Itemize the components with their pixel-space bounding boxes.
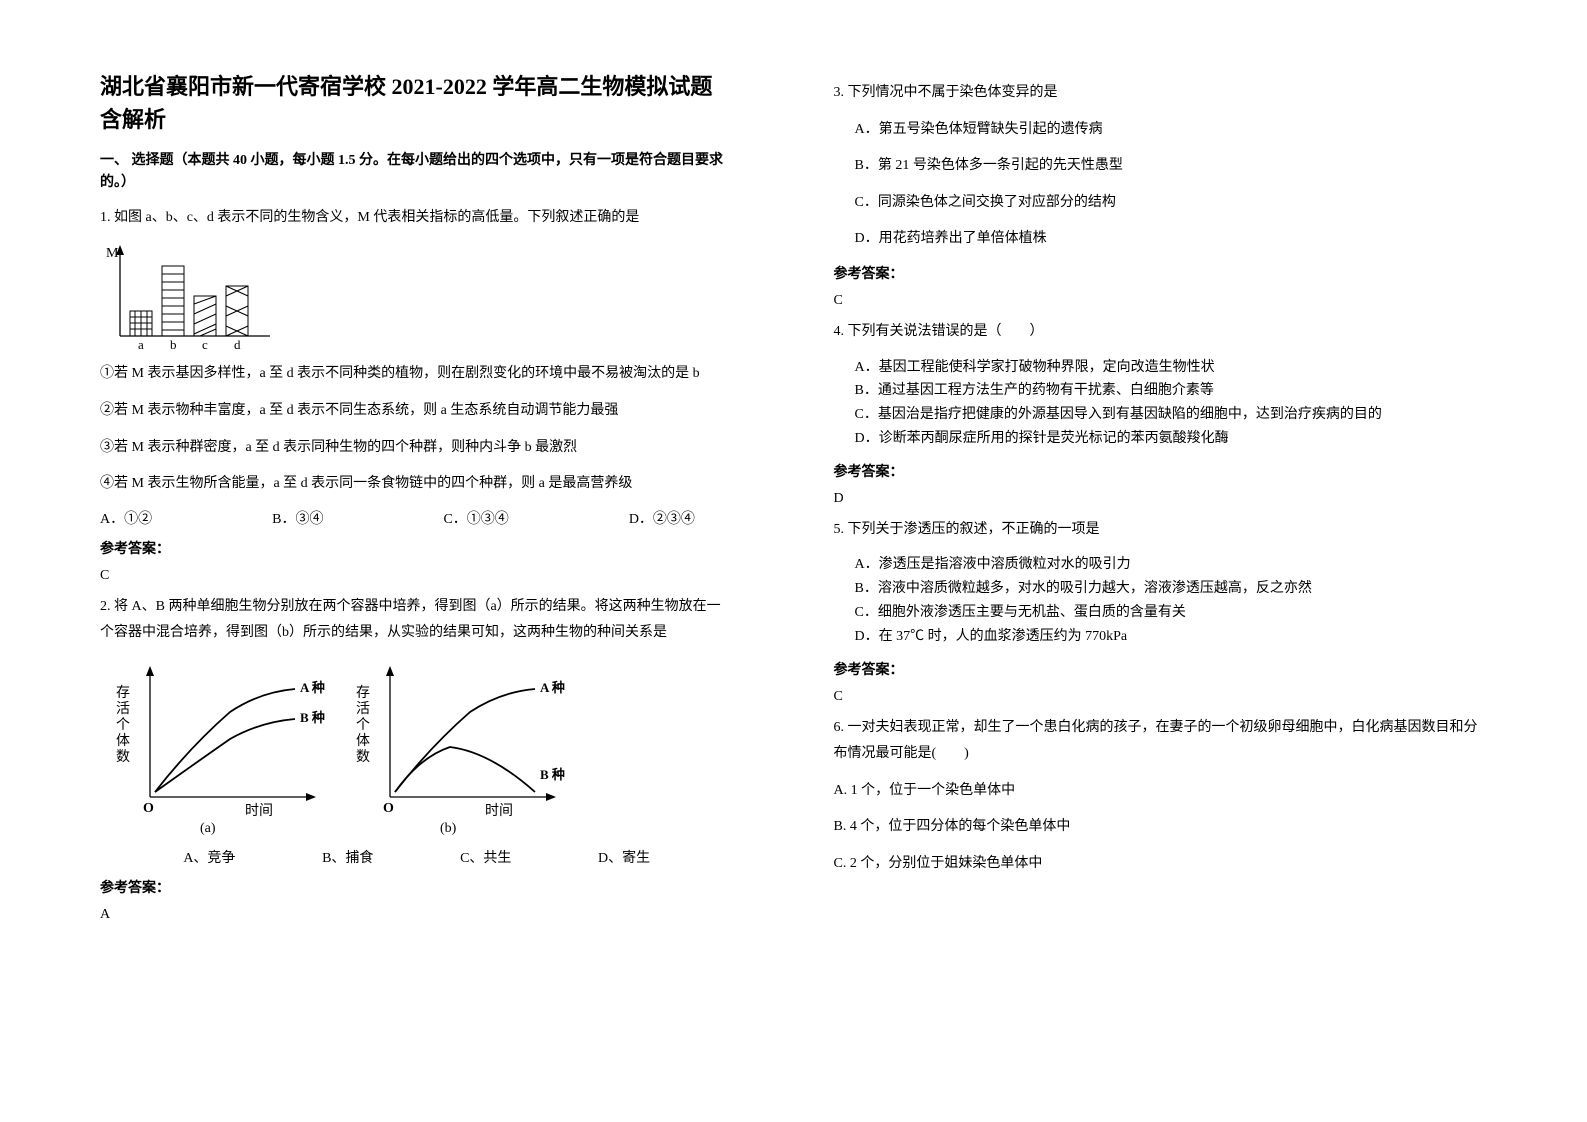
subplot-b: 存 活 个 体 数 O 时间 (b) A 种 B 种 [356,666,565,836]
q1-opt-a: A．①② [100,508,152,528]
left-column: 湖北省襄阳市新一代寄宿学校 2021-2022 学年高二生物模拟试题含解析 一、… [0,0,794,1122]
bar-a [130,311,152,336]
svg-text:存: 存 [356,685,370,701]
svg-text:数: 数 [356,749,370,765]
q2-opt-a: A、竞争 [183,847,235,867]
q4-opt-d: D．诊断苯丙酮尿症所用的探针是荧光标记的苯丙氨酸羧化酶 [834,427,1488,451]
q5-opt-d: D．在 37℃ 时，人的血浆渗透压约为 770kPa [834,625,1488,649]
q1-opt-c: C．①③④ [443,508,508,528]
q6-opt-c: C. 2 个，分别位于姐妹染色单体中 [834,851,1488,878]
q3-opt-a: A．第五号染色体短臂缺失引起的遗传病 [834,117,1488,144]
q2-opt-d: D、寄生 [598,847,650,867]
bar-c [194,296,216,336]
section-1-head: 一、 选择题（本题共 40 小题，每小题 1.5 分。在每小题给出的四个选项中，… [100,150,734,195]
right-column: 3. 下列情况中不属于染色体变异的是 A．第五号染色体短臂缺失引起的遗传病 B．… [794,0,1587,1122]
q6-opt-b: B. 4 个，位于四分体的每个染色单体中 [834,814,1488,841]
q4-opt-a: A．基因工程能使科学家打破物种界限，定向改造生物性状 [834,356,1488,380]
q3-ans: C [834,293,1488,309]
q4-opt-b: B．通过基因工程方法生产的药物有干扰素、白细胞介素等 [834,379,1488,403]
subplot-a: 存 活 个 体 数 O 时间 (a) A 种 B 种 [116,666,325,836]
q2-options: A、竞争 B、捕食 C、共生 D、寄生 [140,847,694,867]
q4-opt-c: C．基因治是指疗把健康的外源基因导入到有基因缺陷的细胞中，达到治疗疾病的目的 [834,403,1488,427]
svg-text:时间: 时间 [485,803,513,819]
q3-ans-label: 参考答案： [834,263,1488,283]
q1-opt-d: D．②③④ [629,508,695,528]
svg-text:个: 个 [356,717,370,733]
q3-opt-d: D．用花药培养出了单倍体植株 [834,226,1488,253]
q5-opt-c: C．细胞外液渗透压主要与无机盐、蛋白质的含量有关 [834,601,1488,625]
bar-d [226,286,248,336]
q2-opt-b: B、捕食 [322,847,373,867]
q1-chart: M a b [100,241,734,351]
svg-text:活: 活 [356,701,370,717]
axis-y-a: 存 [116,685,130,701]
svg-text:c: c [202,337,208,351]
q1-s1: ①若 M 表示基因多样性，a 至 d 表示不同种类的植物，则在剧烈变化的环境中最… [100,361,734,388]
svg-text:O: O [143,801,154,816]
svg-text:活: 活 [116,701,130,717]
q1-s3: ③若 M 表示种群密度，a 至 d 表示同种生物的四个种群，则种内斗争 b 最激… [100,435,734,462]
q5-ans: C [834,689,1488,705]
q2-ans-label: 参考答案： [100,877,734,897]
q1-ans: C [100,568,734,584]
q5-opt-a: A．渗透压是指溶液中溶质微粒对水的吸引力 [834,553,1488,577]
svg-text:个: 个 [116,717,130,733]
svg-text:(a): (a) [200,821,216,836]
svg-text:数: 数 [116,749,130,765]
q4-ans-label: 参考答案： [834,461,1488,481]
svg-text:A 种: A 种 [300,680,325,695]
svg-text:d: d [234,337,241,351]
q5-opt-b: B．溶液中溶质微粒越多，对水的吸引力越大，溶液渗透压越高，反之亦然 [834,577,1488,601]
q1-s4: ④若 M 表示生物所含能量，a 至 d 表示同一条食物链中的四个种群，则 a 是… [100,471,734,498]
q3-stem: 3. 下列情况中不属于染色体变异的是 [834,80,1488,107]
svg-text:b: b [170,337,177,351]
svg-text:(b): (b) [440,821,457,836]
axis-label-m: M [106,246,119,261]
q5-ans-label: 参考答案： [834,659,1488,679]
q3-opt-b: B．第 21 号染色体多一条引起的先天性愚型 [834,153,1488,180]
q5-stem: 5. 下列关于渗透压的叙述，不正确的一项是 [834,517,1488,544]
q4-stem: 4. 下列有关说法错误的是（ ） [834,319,1488,346]
doc-title: 湖北省襄阳市新一代寄宿学校 2021-2022 学年高二生物模拟试题含解析 [100,70,734,136]
q2-ans: A [100,907,734,923]
svg-text:体: 体 [356,733,370,749]
svg-text:O: O [383,801,394,816]
svg-text:体: 体 [116,733,130,749]
q2-opt-c: C、共生 [460,847,511,867]
q3-opt-c: C．同源染色体之间交换了对应部分的结构 [834,190,1488,217]
q2-chart: 存 活 个 体 数 O 时间 (a) A 种 B 种 存 活 [100,657,734,837]
svg-text:B 种: B 种 [300,710,325,725]
bar-b [162,266,184,336]
q1-options: A．①② B．③④ C．①③④ D．②③④ [100,508,734,528]
q2-stem: 2. 将 A、B 两种单细胞生物分别放在两个容器中培养，得到图（a）所示的结果。… [100,594,734,647]
svg-text:A 种: A 种 [540,680,565,695]
q1-s2: ②若 M 表示物种丰富度，a 至 d 表示不同生态系统，则 a 生态系统自动调节… [100,398,734,425]
axis-x-a: 时间 [245,803,273,819]
q6-opt-a: A. 1 个，位于一个染色单体中 [834,778,1488,805]
q4-ans: D [834,491,1488,507]
q6-stem: 6. 一对夫妇表现正常，却生了一个患白化病的孩子，在妻子的一个初级卵母细胞中，白… [834,715,1488,768]
q1-opt-b: B．③④ [272,508,323,528]
q1-stem: 1. 如图 a、b、c、d 表示不同的生物含义，M 代表相关指标的高低量。下列叙… [100,205,734,232]
svg-text:a: a [138,337,144,351]
q1-ans-label: 参考答案： [100,538,734,558]
svg-text:B 种: B 种 [540,767,565,782]
